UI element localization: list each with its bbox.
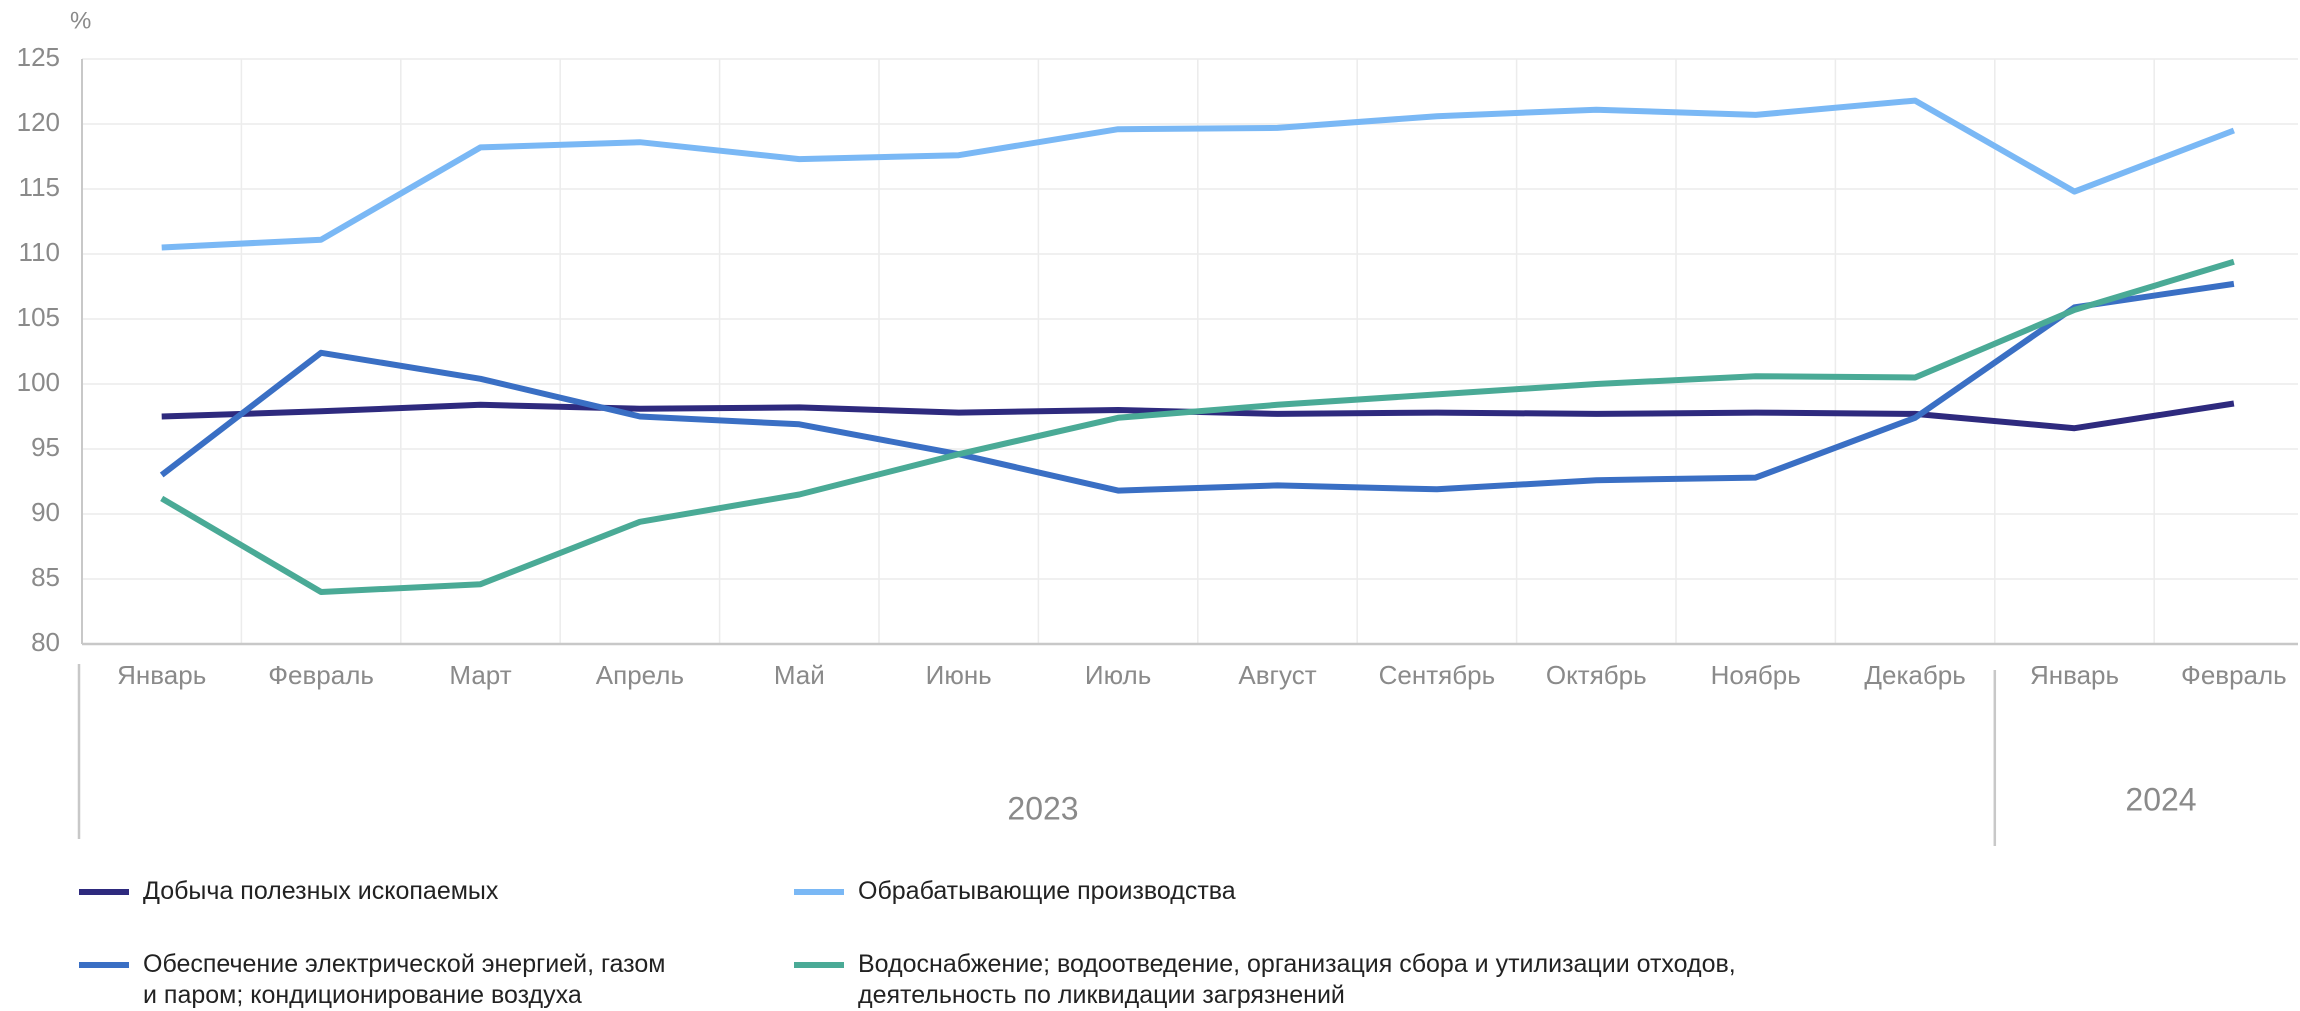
x-tick-label: Сентябрь: [1379, 660, 1495, 690]
group-label: 2023: [1007, 790, 1078, 826]
y-tick-label: 115: [19, 172, 60, 202]
x-tick-label: Июль: [1085, 660, 1151, 690]
legend-item: Водоснабжение; водоотведение, организаци…: [794, 949, 1754, 1011]
legend-swatch: [794, 889, 844, 895]
x-tick-label: Январь: [117, 660, 206, 690]
x-tick-label: Ноябрь: [1711, 660, 1801, 690]
series-line: [161, 97, 2235, 251]
legend-label: Обрабатывающие производства: [858, 877, 1236, 905]
y-tick-label: 105: [17, 302, 60, 332]
y-tick-label: 80: [31, 627, 60, 657]
y-tick-label: 110: [19, 237, 60, 267]
legend-item: Обрабатывающие производства: [794, 876, 1694, 907]
series-line: [159, 280, 2235, 494]
y-tick-label: 100: [17, 367, 60, 397]
x-tick-label: Октябрь: [1546, 660, 1647, 690]
chart: % 80 85 90 95 100 105 110 115 120 125 Январь Феврал…: [17, 7, 2298, 846]
legend-swatch: [794, 962, 844, 968]
x-tick-label: Май: [774, 660, 825, 690]
y-tick-label: 95: [31, 432, 60, 462]
legend-item: Обеспечение электрической энергией, газо…: [79, 949, 679, 1011]
legend-swatch: [79, 962, 129, 968]
x-tick-label: Январь: [2030, 660, 2119, 690]
legend-label: Водоснабжение; водоотведение, организаци…: [858, 950, 1736, 1009]
x-tick-label: Февраль: [2181, 660, 2287, 690]
y-tick-label: 90: [31, 497, 60, 527]
x-tick-label: Февраль: [268, 660, 374, 690]
y-tick-label: 125: [17, 42, 60, 72]
group-label: 2024: [2125, 781, 2196, 817]
y-tick-label: 85: [31, 562, 60, 592]
y-tick-label: 120: [17, 107, 60, 137]
series-line: [160, 258, 2235, 595]
x-tick-label: Август: [1238, 660, 1316, 690]
x-tick-label: Декабрь: [1864, 660, 1965, 690]
x-tick-label: Июнь: [926, 660, 992, 690]
y-unit: %: [70, 7, 91, 34]
x-tick-label: Март: [449, 660, 511, 690]
legend-label: Добыча полезных ископаемых: [143, 877, 499, 905]
legend-label: Обеспечение электрической энергией, газо…: [143, 950, 666, 1009]
x-tick-label: Апрель: [596, 660, 684, 690]
legend-swatch: [79, 889, 129, 895]
legend-item: Добыча полезных ископаемых: [79, 876, 679, 907]
